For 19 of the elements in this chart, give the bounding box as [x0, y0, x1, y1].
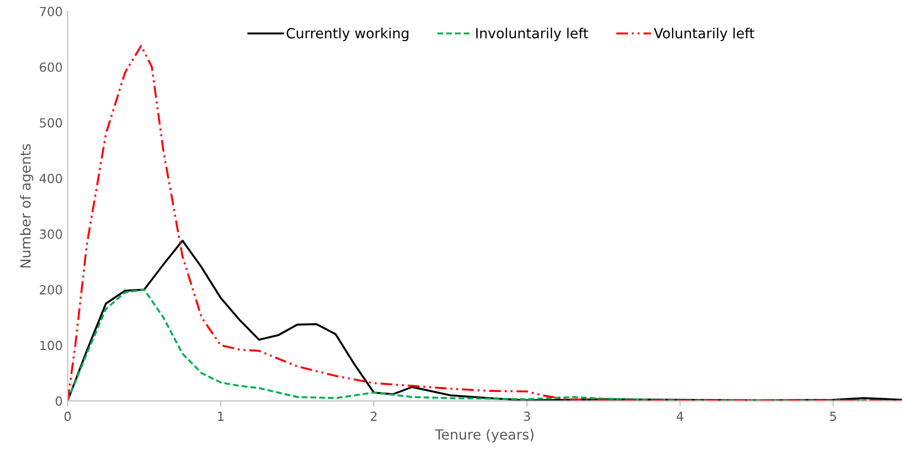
y-axis-title: Number of agents	[20, 144, 34, 268]
x-axis-title: Tenure (years)	[434, 428, 534, 442]
y-tick-label: 0	[56, 396, 62, 406]
legend-label: Voluntarily left	[654, 28, 754, 42]
x-tick-label: 4	[676, 412, 684, 421]
y-tick-label: 100	[40, 340, 62, 350]
x-tick-label: 2	[370, 412, 377, 421]
x-tick-label: 0	[64, 412, 71, 421]
y-tick-label: 500	[40, 118, 62, 128]
x-tick-label: 5	[830, 412, 836, 421]
y-tick-label: 200	[40, 285, 62, 295]
y-tick-label: 600	[40, 62, 62, 72]
x-tick-label: 1	[218, 412, 224, 421]
y-tick-label: 400	[40, 174, 62, 184]
legend-label: Currently working	[286, 28, 408, 42]
x-tick-label: 3	[524, 412, 530, 421]
legend-label: Involuntarily left	[476, 28, 588, 42]
y-tick-label: 700	[40, 6, 62, 16]
y-tick-label: 300	[40, 229, 62, 239]
